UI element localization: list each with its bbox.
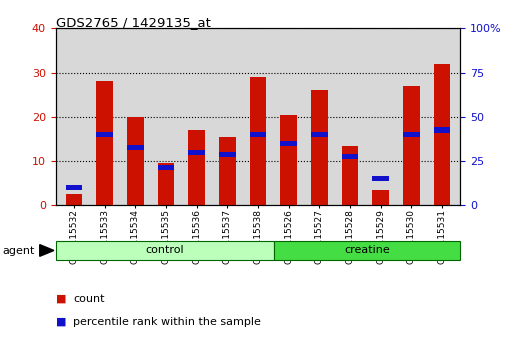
Bar <box>280 141 296 146</box>
Bar <box>402 86 419 205</box>
Polygon shape <box>39 245 54 256</box>
Bar <box>66 185 82 190</box>
Bar <box>188 149 205 155</box>
Text: ■: ■ <box>56 294 66 304</box>
Bar <box>280 115 296 205</box>
Bar <box>249 132 266 137</box>
Bar <box>56 241 273 260</box>
Bar <box>341 145 358 205</box>
Bar <box>127 117 143 205</box>
Bar <box>311 90 327 205</box>
Text: control: control <box>145 245 184 256</box>
Text: percentile rank within the sample: percentile rank within the sample <box>73 317 261 327</box>
Bar <box>188 130 205 205</box>
Bar <box>127 145 143 150</box>
Bar <box>158 163 174 205</box>
Text: agent: agent <box>3 246 35 256</box>
Bar <box>402 132 419 137</box>
Bar <box>249 77 266 205</box>
Bar <box>372 190 388 205</box>
Bar <box>158 165 174 170</box>
Text: count: count <box>73 294 105 304</box>
Bar <box>219 152 235 157</box>
Bar <box>341 154 358 159</box>
Bar <box>66 194 82 205</box>
Text: creatine: creatine <box>343 245 389 256</box>
Bar <box>96 81 113 205</box>
Bar <box>96 132 113 137</box>
Text: ■: ■ <box>56 317 66 327</box>
Bar <box>433 127 449 133</box>
Bar <box>311 132 327 137</box>
Bar <box>372 176 388 181</box>
Text: GDS2765 / 1429135_at: GDS2765 / 1429135_at <box>56 16 210 29</box>
Bar <box>273 241 460 260</box>
Bar <box>433 64 449 205</box>
Bar <box>219 137 235 205</box>
